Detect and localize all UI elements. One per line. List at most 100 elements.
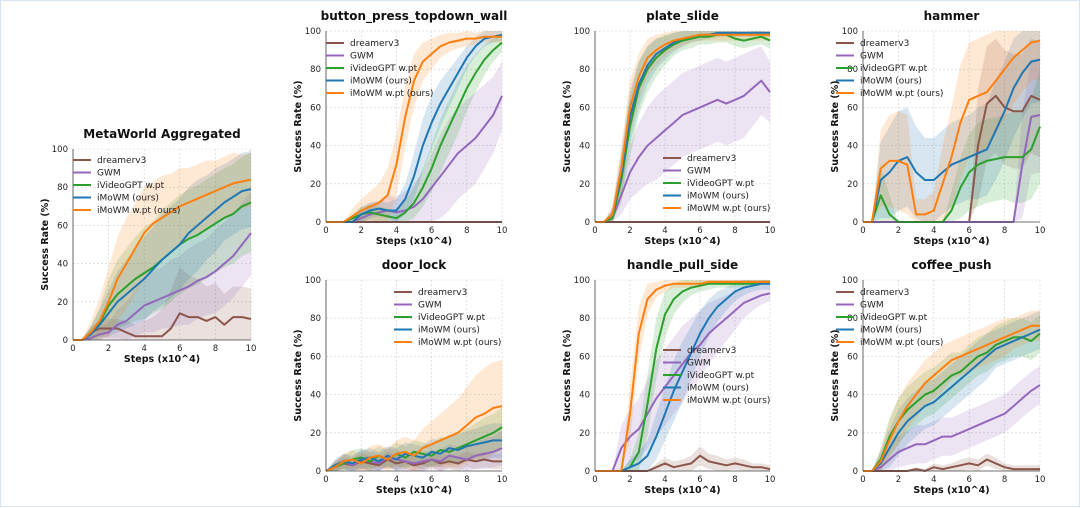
- band-gwm: [73, 191, 251, 340]
- legend-label: iVideoGPT w.pt: [418, 313, 486, 323]
- legend-label: iMoWM w.pt (ours): [860, 338, 943, 348]
- series-line-imowm-w-pt-ours: [863, 324, 1040, 472]
- y-tick-label: 60: [847, 103, 858, 113]
- legend-label: iMoWM (ours): [350, 77, 412, 87]
- y-tick-label: 80: [310, 65, 321, 75]
- legend-label: iMoWM w.pt (ours): [687, 396, 770, 406]
- band-ivideogpt-w-pt: [326, 408, 502, 471]
- y-axis-label: Success Rate (%): [830, 329, 841, 421]
- y-tick-label: 20: [57, 298, 68, 308]
- series-line-gwm: [595, 79, 771, 223]
- legend-label: dreamerv3: [97, 156, 146, 166]
- band-ivideogpt-w-pt: [326, 32, 502, 223]
- band-imowm-w-pt-ours: [863, 31, 1040, 222]
- y-tick-label: 40: [847, 142, 858, 152]
- series-line-imowm-w-pt-ours: [325, 405, 503, 472]
- y-tick-label: 100: [842, 276, 858, 286]
- x-tick-label: 4: [931, 226, 936, 236]
- series-line-dreamerv3: [73, 312, 252, 341]
- series-line-ivideogpt-w-pt: [863, 332, 1041, 472]
- plot-area: [73, 149, 251, 340]
- x-tick-label: 2: [106, 344, 111, 354]
- x-axis-label: Steps (x10^4): [376, 485, 452, 496]
- y-tick-label: 100: [305, 27, 321, 37]
- y-tick-label: 40: [310, 142, 321, 152]
- legend-label: GWM: [860, 52, 884, 62]
- legend-label: iVideoGPT w.pt: [97, 181, 165, 191]
- series-line-imowm-ours: [326, 33, 503, 223]
- legend-label: iVideoGPT w.pt: [687, 179, 755, 189]
- legend-label: iMoWM w.pt (ours): [97, 206, 180, 216]
- y-tick-label: 60: [57, 221, 68, 231]
- x-tick-label: 0: [592, 226, 597, 236]
- legend-label: GWM: [860, 301, 884, 311]
- plot-area: [595, 280, 770, 471]
- chart-title: door_lock: [382, 258, 447, 273]
- y-tick-label: 20: [579, 429, 590, 439]
- y-tick-label: 80: [57, 183, 68, 193]
- legend-label: dreamerv3: [418, 288, 467, 298]
- y-axis-label: Success Rate (%): [293, 329, 304, 421]
- band-gwm: [595, 285, 770, 471]
- series-line-imowm-w-pt-ours: [595, 280, 770, 472]
- y-tick-label: 100: [52, 145, 68, 155]
- x-tick-label: 6: [966, 475, 971, 485]
- y-tick-label: 60: [310, 352, 321, 362]
- x-tick-label: 10: [1035, 226, 1046, 236]
- y-tick-label: 0: [853, 467, 858, 477]
- band-gwm: [595, 46, 770, 222]
- y-tick-label: 80: [579, 314, 590, 324]
- x-tick-label: 4: [662, 226, 667, 236]
- x-tick-label: 8: [1002, 226, 1007, 236]
- x-tick-label: 2: [896, 475, 901, 485]
- y-axis-label: Success Rate (%): [830, 80, 841, 172]
- plot-area: [326, 31, 502, 222]
- legend-label: iMoWM (ours): [687, 192, 749, 202]
- y-tick-label: 60: [847, 352, 858, 362]
- x-tick-label: 8: [213, 344, 218, 354]
- chart-panel-handle-pull-side: 0 2 4 6 8 10020406080100handle_pull_sideSteps…: [562, 258, 775, 496]
- band-ivideogpt-w-pt: [863, 314, 1040, 471]
- legend-label: iMoWM (ours): [860, 77, 922, 87]
- legend-label: dreamerv3: [687, 346, 736, 356]
- x-tick-label: 10: [765, 475, 776, 485]
- x-tick-label: 8: [732, 226, 737, 236]
- y-tick-label: 0: [316, 218, 321, 228]
- series-line-imowm-w-pt-ours: [326, 35, 502, 223]
- x-axis-label: Steps (x10^4): [913, 485, 989, 496]
- series-line-imowm-w-pt-ours: [595, 33, 770, 223]
- x-tick-label: 4: [141, 344, 146, 354]
- legend-label: GWM: [350, 52, 374, 62]
- x-axis-label: Steps (x10^4): [376, 236, 452, 247]
- series-line-imowm-w-pt-ours: [863, 39, 1041, 223]
- x-axis-label: Steps (x10^4): [644, 485, 720, 496]
- x-tick-label: 8: [464, 475, 469, 485]
- y-tick-label: 100: [842, 27, 858, 37]
- y-tick-label: 60: [579, 103, 590, 113]
- x-tick-label: 0: [323, 475, 328, 485]
- band-imowm-w-pt-ours: [595, 280, 770, 471]
- series-line-gwm: [595, 292, 771, 472]
- x-tick-label: 2: [627, 226, 632, 236]
- band-imowm-w-pt-ours: [863, 310, 1040, 471]
- series-line-ivideogpt-w-pt: [863, 126, 1041, 223]
- legend-label: iVideoGPT w.pt: [350, 64, 418, 74]
- x-tick-label: 0: [592, 475, 597, 485]
- series-line-gwm: [863, 384, 1041, 472]
- x-tick-label: 6: [697, 226, 702, 236]
- y-tick-label: 40: [579, 142, 590, 152]
- legend-label: iMoWM (ours): [97, 194, 159, 204]
- band-dreamerv3: [863, 453, 1040, 471]
- legend-label: GWM: [418, 301, 442, 311]
- series-line-gwm: [325, 447, 503, 472]
- x-tick-label: 0: [70, 344, 75, 354]
- y-tick-label: 80: [310, 314, 321, 324]
- chart-title: plate_slide: [646, 9, 719, 24]
- chart-title: button_press_topdown_wall: [321, 9, 508, 24]
- x-tick-label: 4: [394, 226, 399, 236]
- y-tick-label: 40: [579, 391, 590, 401]
- band-gwm: [326, 61, 502, 222]
